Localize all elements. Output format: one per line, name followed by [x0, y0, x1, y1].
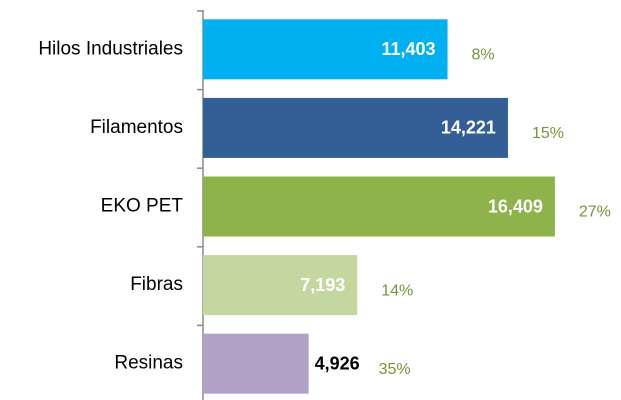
bar	[203, 176, 555, 237]
category-label: Filamentos	[90, 117, 183, 138]
annotation: 27%	[579, 204, 611, 221]
value-label: 4,926	[315, 353, 360, 373]
category-label: Resinas	[114, 353, 183, 374]
value-label: 14,221	[441, 118, 496, 138]
value-label: 11,403	[381, 39, 435, 59]
bar	[203, 333, 309, 394]
bar	[203, 255, 358, 316]
annotation: 14%	[381, 282, 413, 299]
value-label: 7,193	[300, 275, 345, 295]
category-label: Hilos Industriales	[38, 38, 183, 59]
annotation: 15%	[532, 125, 564, 142]
bar	[203, 19, 448, 80]
bar	[203, 97, 508, 158]
value-label: 16,409	[488, 196, 543, 216]
annotation: 35%	[379, 361, 411, 378]
annotation: 8%	[472, 47, 495, 64]
category-label: Fibras	[130, 274, 183, 295]
category-label: EKO PET	[101, 196, 184, 217]
